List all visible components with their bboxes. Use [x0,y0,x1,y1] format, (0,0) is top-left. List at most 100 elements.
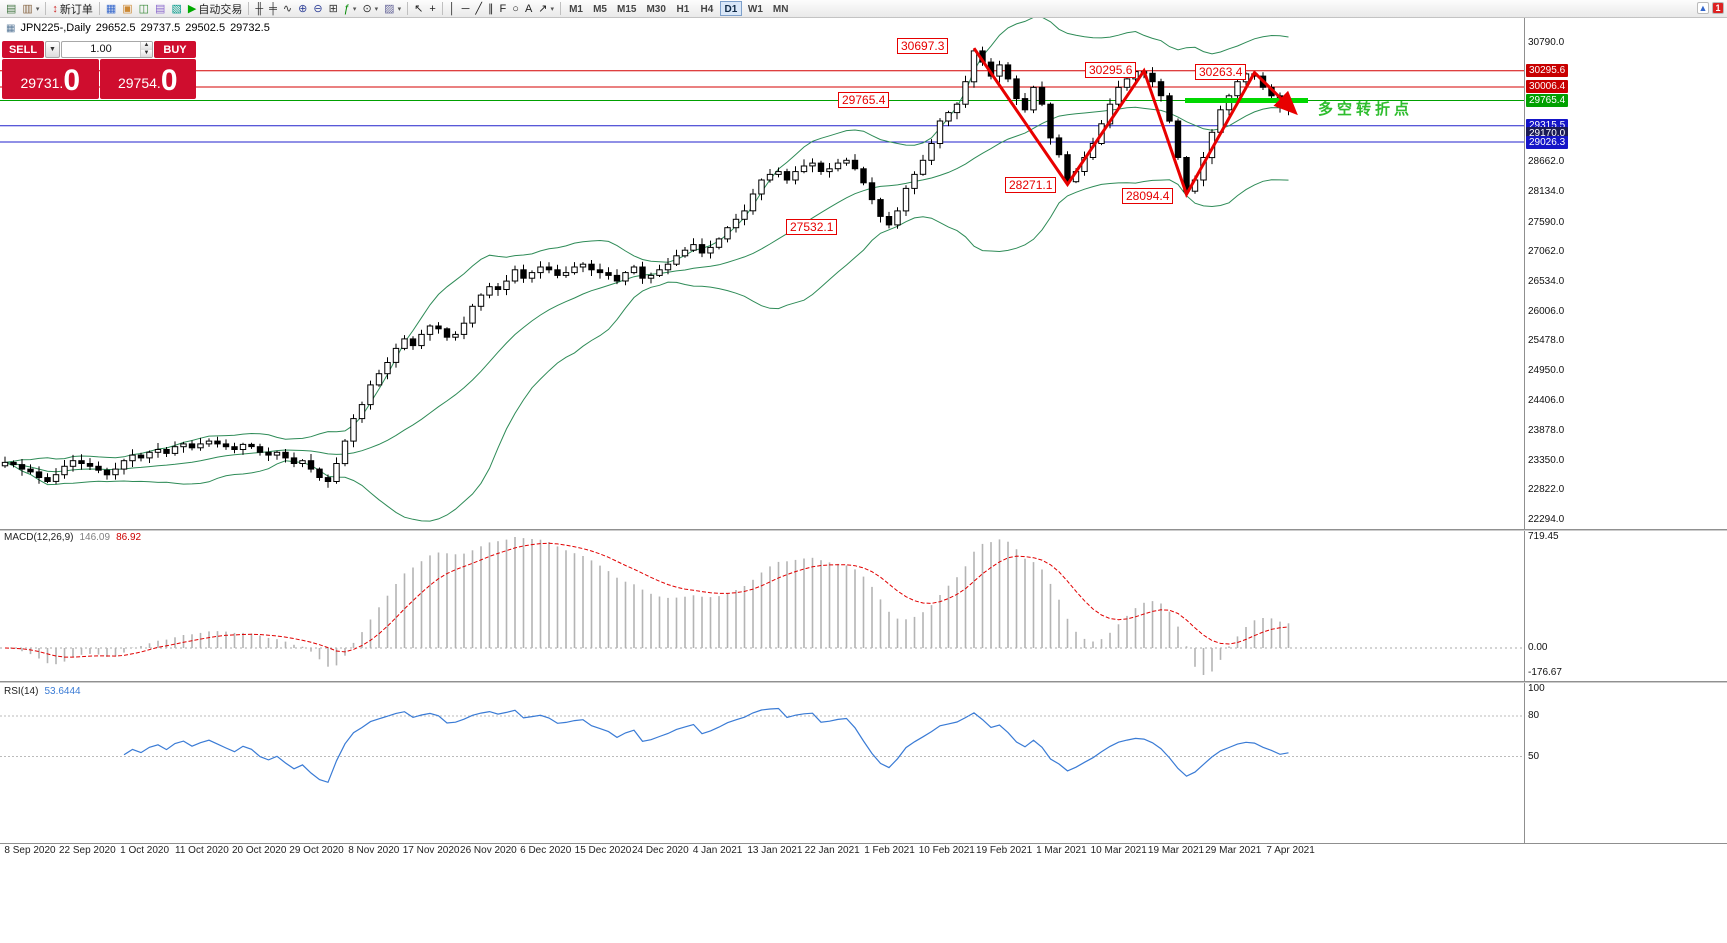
volume-preset-dropdown[interactable]: ▼ [45,41,60,58]
sell-tab[interactable]: SELL [2,41,44,58]
channel-icon: ∥ [488,2,494,15]
horizontal-line-button[interactable]: ─ [459,1,473,17]
timeframe-h4[interactable]: H4 [700,4,714,15]
timeframe-h1[interactable]: H1 [676,4,690,15]
tile-windows-button[interactable]: ⊞ [326,1,341,17]
notification-badge[interactable]: 1 [1712,2,1724,14]
terminal-button[interactable]: ▤ [152,1,168,17]
market-watch-icon: ▦ [105,2,117,15]
toolbar-separator [248,2,250,15]
navigator-icon: ◫ [138,2,150,15]
indicators-button-caret-icon[interactable]: ▾ [352,5,357,13]
new-chart-button[interactable]: ▤ [3,1,19,17]
timeframe-m1[interactable]: M1 [569,4,583,15]
fibonacci-button[interactable]: F [497,1,510,17]
autotrading-button-label: 自动交易 [198,3,243,16]
data-window-button[interactable]: ▣ [119,1,135,17]
vertical-line-button[interactable]: │ [446,1,459,17]
time-axis-separator-line [0,843,1727,844]
rsi-panel-separator[interactable] [0,681,1727,683]
text-button[interactable]: A [522,1,535,17]
macd-panel-canvas[interactable] [0,530,1524,681]
ohlc-low: 29502.5 [185,22,226,34]
rsi-value: 53.6444 [44,686,81,697]
chart-symbol-icon: ▦ [6,22,16,34]
sell-button[interactable]: 29731. 0 [2,59,99,99]
volume-down-icon[interactable]: ▼ [141,49,152,57]
text-icon: A [524,2,533,15]
shapes-icon: ○ [512,2,519,15]
buy-price: 29754. [117,75,161,91]
indicators-button[interactable]: ƒ ▾ [341,1,360,17]
timeframe-toolbar: M1 M5 M15 M30 H1 H4 D1 W1 MN [564,1,793,16]
zoom-out-button[interactable]: ⊖ [310,1,325,17]
candlestick-chart-icon: ╪ [269,2,277,15]
arrows-button-caret-icon[interactable]: ▾ [550,5,555,13]
new-order-button[interactable]: ↕ 新订单 [49,1,96,17]
ohlc-open: 29652.5 [95,22,136,34]
timeframe-d1[interactable]: D1 [719,1,742,16]
crosshair-button[interactable]: + [426,1,438,17]
bar-chart-button[interactable]: ╫ [252,1,266,17]
macd-panel-separator[interactable] [0,529,1727,531]
buy-tab[interactable]: BUY [154,41,196,58]
zoom-in-icon: ⊕ [298,2,308,15]
channel-button[interactable]: ∥ [485,1,497,17]
periods-button[interactable]: ⊙ ▾ [359,1,381,17]
trendline-button[interactable]: ╱ [472,1,485,17]
buy-button[interactable]: 29754. 0 [99,59,196,99]
timeframe-m30[interactable]: M30 [646,4,666,15]
timeframe-m15[interactable]: M15 [617,4,637,15]
rsi-name: RSI(14) [4,686,39,697]
timeframe-m5[interactable]: M5 [593,4,607,15]
zoom-in-button[interactable]: ⊕ [295,1,310,17]
strategy-tester-button[interactable]: ▧ [168,1,184,17]
toolbar-separator [441,2,443,15]
templates-button-caret-icon[interactable]: ▾ [397,5,402,13]
arrows-button[interactable]: ↗ ▾ [535,1,557,17]
periods-button-caret-icon[interactable]: ▾ [374,5,379,13]
volume-value[interactable]: 1.00 [90,43,112,55]
autotrading-icon: ▶ [187,2,197,15]
line-chart-button[interactable]: ∿ [280,1,295,17]
line-chart-icon: ∿ [282,2,293,15]
strategy-tester-icon: ▧ [171,2,182,15]
profiles-button[interactable]: ▥ ▾ [19,1,42,17]
trendline-icon: ╱ [475,2,483,15]
price-chart-canvas[interactable] [0,18,1524,529]
zoom-out-icon: ⊖ [313,2,323,15]
tile-windows-icon: ⊞ [328,2,338,15]
volume-input[interactable]: 1.00 ▲ ▼ [61,41,153,58]
cursor-button[interactable]: ↖ [411,1,426,17]
autotrading-button[interactable]: ▶ 自动交易 [185,1,245,17]
indicators-icon: ƒ [343,2,350,15]
price-axis[interactable] [1525,18,1727,843]
macd-signal-value: 86.92 [116,532,142,543]
templates-icon: ▨ [384,2,395,15]
horizontal-line-icon: ─ [461,2,470,15]
macd-indicator-label: MACD(12,26,9) 146.09 86.92 [4,532,141,543]
rsi-panel-canvas[interactable] [0,683,1524,843]
terminal-icon: ▤ [155,2,166,15]
shapes-button[interactable]: ○ [509,1,522,17]
volume-stepper: ▲ ▼ [140,42,152,57]
macd-name: MACD(12,26,9) [4,532,74,543]
templates-button[interactable]: ▨ ▾ [381,1,404,17]
time-axis[interactable] [0,844,1727,858]
sell-price: 29731. [20,75,64,91]
new-order-button-label: 新订单 [59,3,93,16]
market-watch-button[interactable]: ▦ [103,1,119,17]
profiles-button-caret-icon[interactable]: ▾ [35,5,40,13]
toolbar-buttons: ▤ ▥ ▾ ↕ 新订单 ▦ ▣ ◫ ▤ ▧ ▶ 自动交易 ╫ ╪ ∿ ⊕ ⊖ ⊞ ƒ ▾ ⊙ ▾ ▨ ▾ ↖ + │ ─ ╱ ∥ F ○ A ↗ ▾ [3,1,564,17]
navigator-button[interactable]: ◫ [136,1,152,17]
toolbar: ▤ ▥ ▾ ↕ 新订单 ▦ ▣ ◫ ▤ ▧ ▶ 自动交易 ╫ ╪ ∿ ⊕ ⊖ ⊞ ƒ ▾ ⊙ ▾ ▨ ▾ ↖ + │ ─ ╱ ∥ F ○ A ↗ ▾… [0,0,1727,18]
corner-icons: ▲ 1 [1697,2,1724,14]
candlestick-chart-button[interactable]: ╪ [266,1,280,17]
timeframe-w1[interactable]: W1 [747,4,763,15]
toolbar-separator [407,2,409,15]
chart-symbol-period: JPN225-,Daily [20,22,91,34]
volume-up-icon[interactable]: ▲ [141,42,152,50]
timeframe-mn[interactable]: MN [772,4,789,15]
scroll-to-end-button[interactable]: ▲ [1697,2,1709,14]
fibonacci-icon: F [499,2,507,15]
